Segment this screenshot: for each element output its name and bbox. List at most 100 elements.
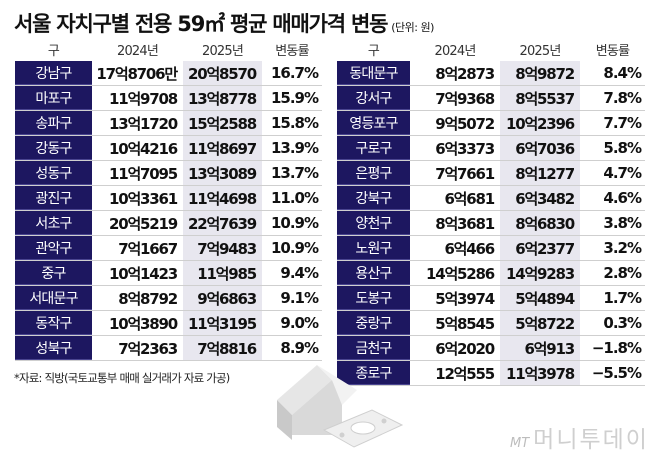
price-2024-cell: 10억4216 bbox=[108, 139, 178, 158]
chart-title: 서울 자치구별 전용 59㎡ 평균 매매가격 변동 (단위: 원) bbox=[14, 8, 434, 38]
table-row: 용산구 14억5286 14억9283 2.8% bbox=[337, 261, 645, 286]
price-2024-cell: 20억5219 bbox=[108, 214, 178, 233]
table-row: 노원구 6억466 6억2377 3.2% bbox=[337, 236, 645, 261]
table-row: 성동구 11억7095 13억3089 13.7% bbox=[15, 161, 322, 186]
right-table: 구 2024년 2025년 변동률 동대문구 8억2873 8억9872 8.4% 강서… bbox=[337, 38, 645, 386]
price-2025-cell: 15억2588 bbox=[183, 111, 262, 135]
title-text: 서울 자치구별 전용 59㎡ 평균 매매가격 변동 bbox=[14, 12, 388, 36]
change-rate-cell: 5.8% bbox=[603, 139, 642, 157]
header-2025: 2025년 bbox=[201, 44, 244, 59]
table-row: 서대문구 8억8792 9억6863 9.1% bbox=[15, 286, 322, 311]
district-cell: 강서구 bbox=[337, 86, 410, 110]
district-cell: 광진구 bbox=[15, 186, 92, 210]
change-rate-cell: 3.8% bbox=[603, 214, 642, 232]
table-row: 송파구 13억1720 15억2588 15.8% bbox=[15, 111, 322, 136]
district-cell: 은평구 bbox=[337, 161, 410, 185]
change-rate-cell: 9.0% bbox=[280, 314, 319, 332]
price-2024-cell: 10억3361 bbox=[108, 189, 178, 208]
price-2024-cell: 17억8706만 bbox=[96, 64, 178, 83]
table-body: 동대문구 8억2873 8억9872 8.4% 강서구 7억9368 8억5537 7.8% 영… bbox=[337, 61, 645, 386]
district-cell: 마포구 bbox=[15, 86, 92, 110]
district-cell: 노원구 bbox=[337, 236, 410, 260]
table-row: 강북구 6억681 6억3482 4.6% bbox=[337, 186, 645, 211]
change-rate-cell: 8.9% bbox=[280, 339, 319, 357]
change-rate-cell: 16.7% bbox=[270, 64, 319, 82]
price-2024-cell: 8억2873 bbox=[435, 64, 495, 83]
table-row: 강서구 7억9368 8억5537 7.8% bbox=[337, 86, 645, 111]
table-row: 도봉구 5억3974 5억4894 1.7% bbox=[337, 286, 645, 311]
table-header: 구 2024년 2025년 변동률 bbox=[15, 38, 322, 61]
price-2024-cell: 9억5072 bbox=[435, 114, 495, 133]
change-rate-cell: −1.8% bbox=[591, 339, 642, 357]
change-rate-cell: −5.5% bbox=[591, 364, 642, 382]
price-2025-cell: 13억8778 bbox=[183, 86, 262, 110]
change-rate-cell: 15.8% bbox=[270, 114, 319, 132]
source-note: *자료: 직방(국토교통부 매매 실거래가 자료 가공) bbox=[14, 371, 230, 385]
change-rate-cell: 0.3% bbox=[603, 314, 642, 332]
table-row: 영등포구 9억5072 10억2396 7.7% bbox=[337, 111, 645, 136]
price-2024-cell: 8억3681 bbox=[435, 214, 495, 233]
price-2024-cell: 7억7661 bbox=[435, 164, 495, 183]
price-2025-cell: 8억1277 bbox=[500, 161, 580, 185]
table-row: 광진구 10억3361 11억4698 11.0% bbox=[15, 186, 322, 211]
header-district: 구 bbox=[47, 44, 60, 59]
table-row: 동작구 10억3890 11억3195 9.0% bbox=[15, 311, 322, 336]
logo-mt: MT bbox=[510, 436, 530, 451]
district-cell: 서대문구 bbox=[15, 286, 92, 310]
header-2025: 2025년 bbox=[519, 44, 561, 59]
table-row: 강동구 10억4216 11억8697 13.9% bbox=[15, 136, 322, 161]
unit-label: (단위: 원) bbox=[391, 21, 434, 34]
price-2025-cell: 8억6830 bbox=[500, 211, 580, 235]
district-cell: 관악구 bbox=[15, 236, 92, 260]
district-cell: 강동구 bbox=[15, 136, 92, 160]
district-cell: 금천구 bbox=[337, 336, 410, 360]
district-cell: 양천구 bbox=[337, 211, 410, 235]
table-row: 관악구 7억1667 7억9483 10.9% bbox=[15, 236, 322, 261]
price-2025-cell: 11억4698 bbox=[183, 186, 262, 210]
price-2025-cell: 7억9483 bbox=[183, 236, 262, 260]
change-rate-cell: 3.2% bbox=[603, 239, 642, 257]
table-row: 구로구 6억3373 6억7036 5.8% bbox=[337, 136, 645, 161]
left-table: 구 2024년 2025년 변동률 강남구 17억8706만 20억8570 16.7… bbox=[15, 38, 322, 361]
price-2025-cell: 22억7639 bbox=[183, 211, 262, 235]
district-cell: 동대문구 bbox=[337, 61, 410, 85]
price-2024-cell: 8억8792 bbox=[118, 289, 178, 308]
price-2025-cell: 9억6863 bbox=[183, 286, 262, 310]
price-2024-cell: 7억9368 bbox=[435, 89, 495, 108]
price-2025-cell: 11억8697 bbox=[183, 136, 262, 160]
price-2025-cell: 6억2377 bbox=[500, 236, 580, 260]
price-2024-cell: 11억7095 bbox=[108, 164, 178, 183]
change-rate-cell: 15.9% bbox=[270, 89, 319, 107]
table-row: 중구 10억1423 11억985 9.4% bbox=[15, 261, 322, 286]
district-cell: 송파구 bbox=[15, 111, 92, 135]
table-body: 강남구 17억8706만 20억8570 16.7% 마포구 11억9708 13억8778… bbox=[15, 61, 322, 361]
change-rate-cell: 13.9% bbox=[270, 139, 319, 157]
table-row: 마포구 11억9708 13억8778 15.9% bbox=[15, 86, 322, 111]
change-rate-cell: 10.9% bbox=[270, 214, 319, 232]
table-row: 서초구 20억5219 22억7639 10.9% bbox=[15, 211, 322, 236]
price-2024-cell: 7억1667 bbox=[118, 239, 178, 258]
price-2025-cell: 14억9283 bbox=[500, 261, 580, 285]
change-rate-cell: 1.7% bbox=[603, 289, 642, 307]
change-rate-cell: 9.1% bbox=[280, 289, 319, 307]
district-cell: 영등포구 bbox=[337, 111, 410, 135]
price-2024-cell: 7억2363 bbox=[118, 339, 178, 358]
price-2024-cell: 6억2020 bbox=[435, 339, 495, 358]
district-cell: 성북구 bbox=[15, 336, 92, 360]
table-row: 성북구 7억2363 7억8816 8.9% bbox=[15, 336, 322, 361]
price-2025-cell: 5억8722 bbox=[500, 311, 580, 335]
district-cell: 종로구 bbox=[337, 361, 410, 385]
district-cell: 구로구 bbox=[337, 136, 410, 160]
price-2025-cell: 11억985 bbox=[183, 261, 262, 285]
price-2025-cell: 7억8816 bbox=[183, 336, 262, 360]
district-cell: 서초구 bbox=[15, 211, 92, 235]
price-2024-cell: 6억681 bbox=[444, 189, 495, 208]
logo-name: 머니투데이 bbox=[533, 427, 649, 453]
price-2024-cell: 5억8545 bbox=[435, 314, 495, 333]
table-row: 중랑구 5억8545 5억8722 0.3% bbox=[337, 311, 645, 336]
table-row: 양천구 8억3681 8억6830 3.8% bbox=[337, 211, 645, 236]
change-rate-cell: 7.7% bbox=[603, 114, 642, 132]
price-2024-cell: 10억3890 bbox=[108, 314, 178, 333]
district-cell: 도봉구 bbox=[337, 286, 410, 310]
price-2025-cell: 8억9872 bbox=[500, 61, 580, 85]
